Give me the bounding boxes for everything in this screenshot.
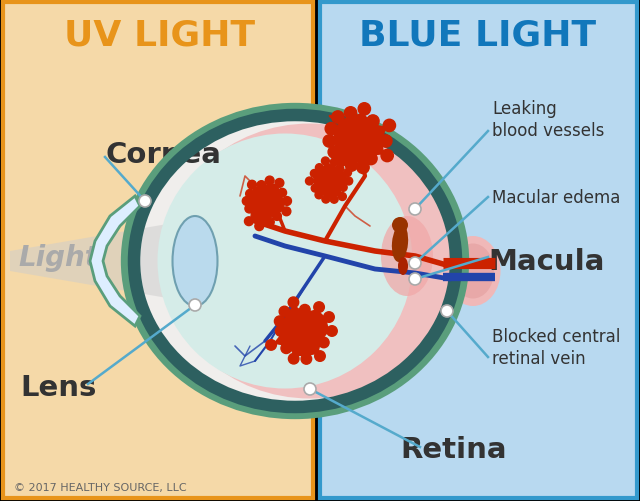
Circle shape: [332, 112, 344, 124]
Circle shape: [244, 217, 253, 226]
Circle shape: [315, 351, 325, 362]
Circle shape: [323, 136, 335, 148]
Text: Blocked central
retinal vein: Blocked central retinal vein: [492, 327, 620, 367]
Text: BLUE LIGHT: BLUE LIGHT: [360, 18, 596, 52]
Circle shape: [330, 196, 338, 204]
Ellipse shape: [163, 124, 458, 399]
Circle shape: [245, 205, 253, 213]
Text: Retina: Retina: [400, 435, 506, 463]
Circle shape: [441, 306, 453, 317]
Circle shape: [409, 274, 421, 286]
Text: Lens: Lens: [20, 373, 97, 401]
Ellipse shape: [173, 216, 218, 307]
Circle shape: [243, 197, 251, 206]
Ellipse shape: [130, 112, 460, 411]
Ellipse shape: [398, 258, 408, 276]
Circle shape: [346, 159, 358, 172]
Circle shape: [257, 181, 266, 190]
Circle shape: [322, 196, 330, 203]
Circle shape: [324, 312, 334, 323]
Circle shape: [281, 343, 292, 354]
Circle shape: [330, 159, 339, 166]
Text: Macula: Macula: [488, 247, 604, 276]
Circle shape: [301, 354, 312, 364]
Ellipse shape: [157, 134, 413, 389]
Text: Macular edema: Macular edema: [492, 188, 620, 206]
Circle shape: [336, 165, 344, 173]
Circle shape: [246, 190, 255, 199]
Polygon shape: [275, 306, 328, 356]
Circle shape: [273, 212, 282, 221]
Circle shape: [139, 195, 151, 207]
Circle shape: [279, 307, 290, 317]
Circle shape: [381, 150, 394, 162]
Circle shape: [357, 162, 369, 174]
Circle shape: [336, 154, 348, 166]
Circle shape: [380, 136, 392, 148]
Circle shape: [265, 177, 274, 185]
Circle shape: [345, 178, 353, 185]
Circle shape: [255, 222, 264, 231]
Text: Cornea: Cornea: [105, 141, 221, 169]
Circle shape: [275, 316, 285, 327]
Circle shape: [344, 169, 351, 177]
Circle shape: [328, 146, 340, 159]
Circle shape: [326, 326, 337, 337]
Text: Leaking
blood vessels: Leaking blood vessels: [492, 100, 604, 140]
Circle shape: [314, 302, 324, 313]
Circle shape: [365, 153, 377, 165]
Circle shape: [266, 340, 276, 351]
Polygon shape: [333, 114, 385, 164]
Circle shape: [409, 258, 421, 270]
Circle shape: [409, 203, 421, 215]
Circle shape: [282, 207, 291, 216]
Circle shape: [305, 178, 314, 185]
Circle shape: [339, 184, 347, 192]
FancyBboxPatch shape: [3, 3, 313, 498]
Circle shape: [367, 116, 379, 128]
Ellipse shape: [445, 236, 500, 307]
Circle shape: [311, 185, 319, 193]
Ellipse shape: [452, 244, 494, 299]
Circle shape: [300, 305, 310, 316]
Polygon shape: [250, 184, 284, 224]
Polygon shape: [90, 196, 140, 326]
Circle shape: [248, 181, 257, 190]
Circle shape: [275, 179, 284, 188]
Circle shape: [315, 191, 323, 199]
Ellipse shape: [381, 216, 433, 297]
Text: Light: Light: [18, 243, 98, 272]
Circle shape: [383, 120, 396, 132]
Circle shape: [358, 104, 371, 116]
Polygon shape: [312, 164, 346, 197]
Circle shape: [392, 217, 408, 233]
Circle shape: [266, 218, 274, 227]
Ellipse shape: [392, 224, 408, 263]
Circle shape: [325, 123, 337, 135]
Circle shape: [316, 164, 323, 172]
Circle shape: [283, 197, 291, 206]
FancyBboxPatch shape: [320, 3, 637, 498]
Circle shape: [278, 189, 287, 198]
Circle shape: [321, 158, 330, 166]
Circle shape: [310, 170, 318, 178]
Circle shape: [288, 298, 299, 308]
Circle shape: [339, 193, 346, 201]
Circle shape: [344, 108, 356, 120]
Polygon shape: [10, 223, 173, 300]
Circle shape: [189, 300, 201, 312]
Circle shape: [275, 326, 286, 337]
Circle shape: [319, 338, 329, 348]
Circle shape: [289, 354, 299, 364]
Text: © 2017 HEALTHY SOURCE, LLC: © 2017 HEALTHY SOURCE, LLC: [14, 482, 187, 492]
Circle shape: [304, 383, 316, 395]
Text: UV LIGHT: UV LIGHT: [65, 18, 255, 52]
